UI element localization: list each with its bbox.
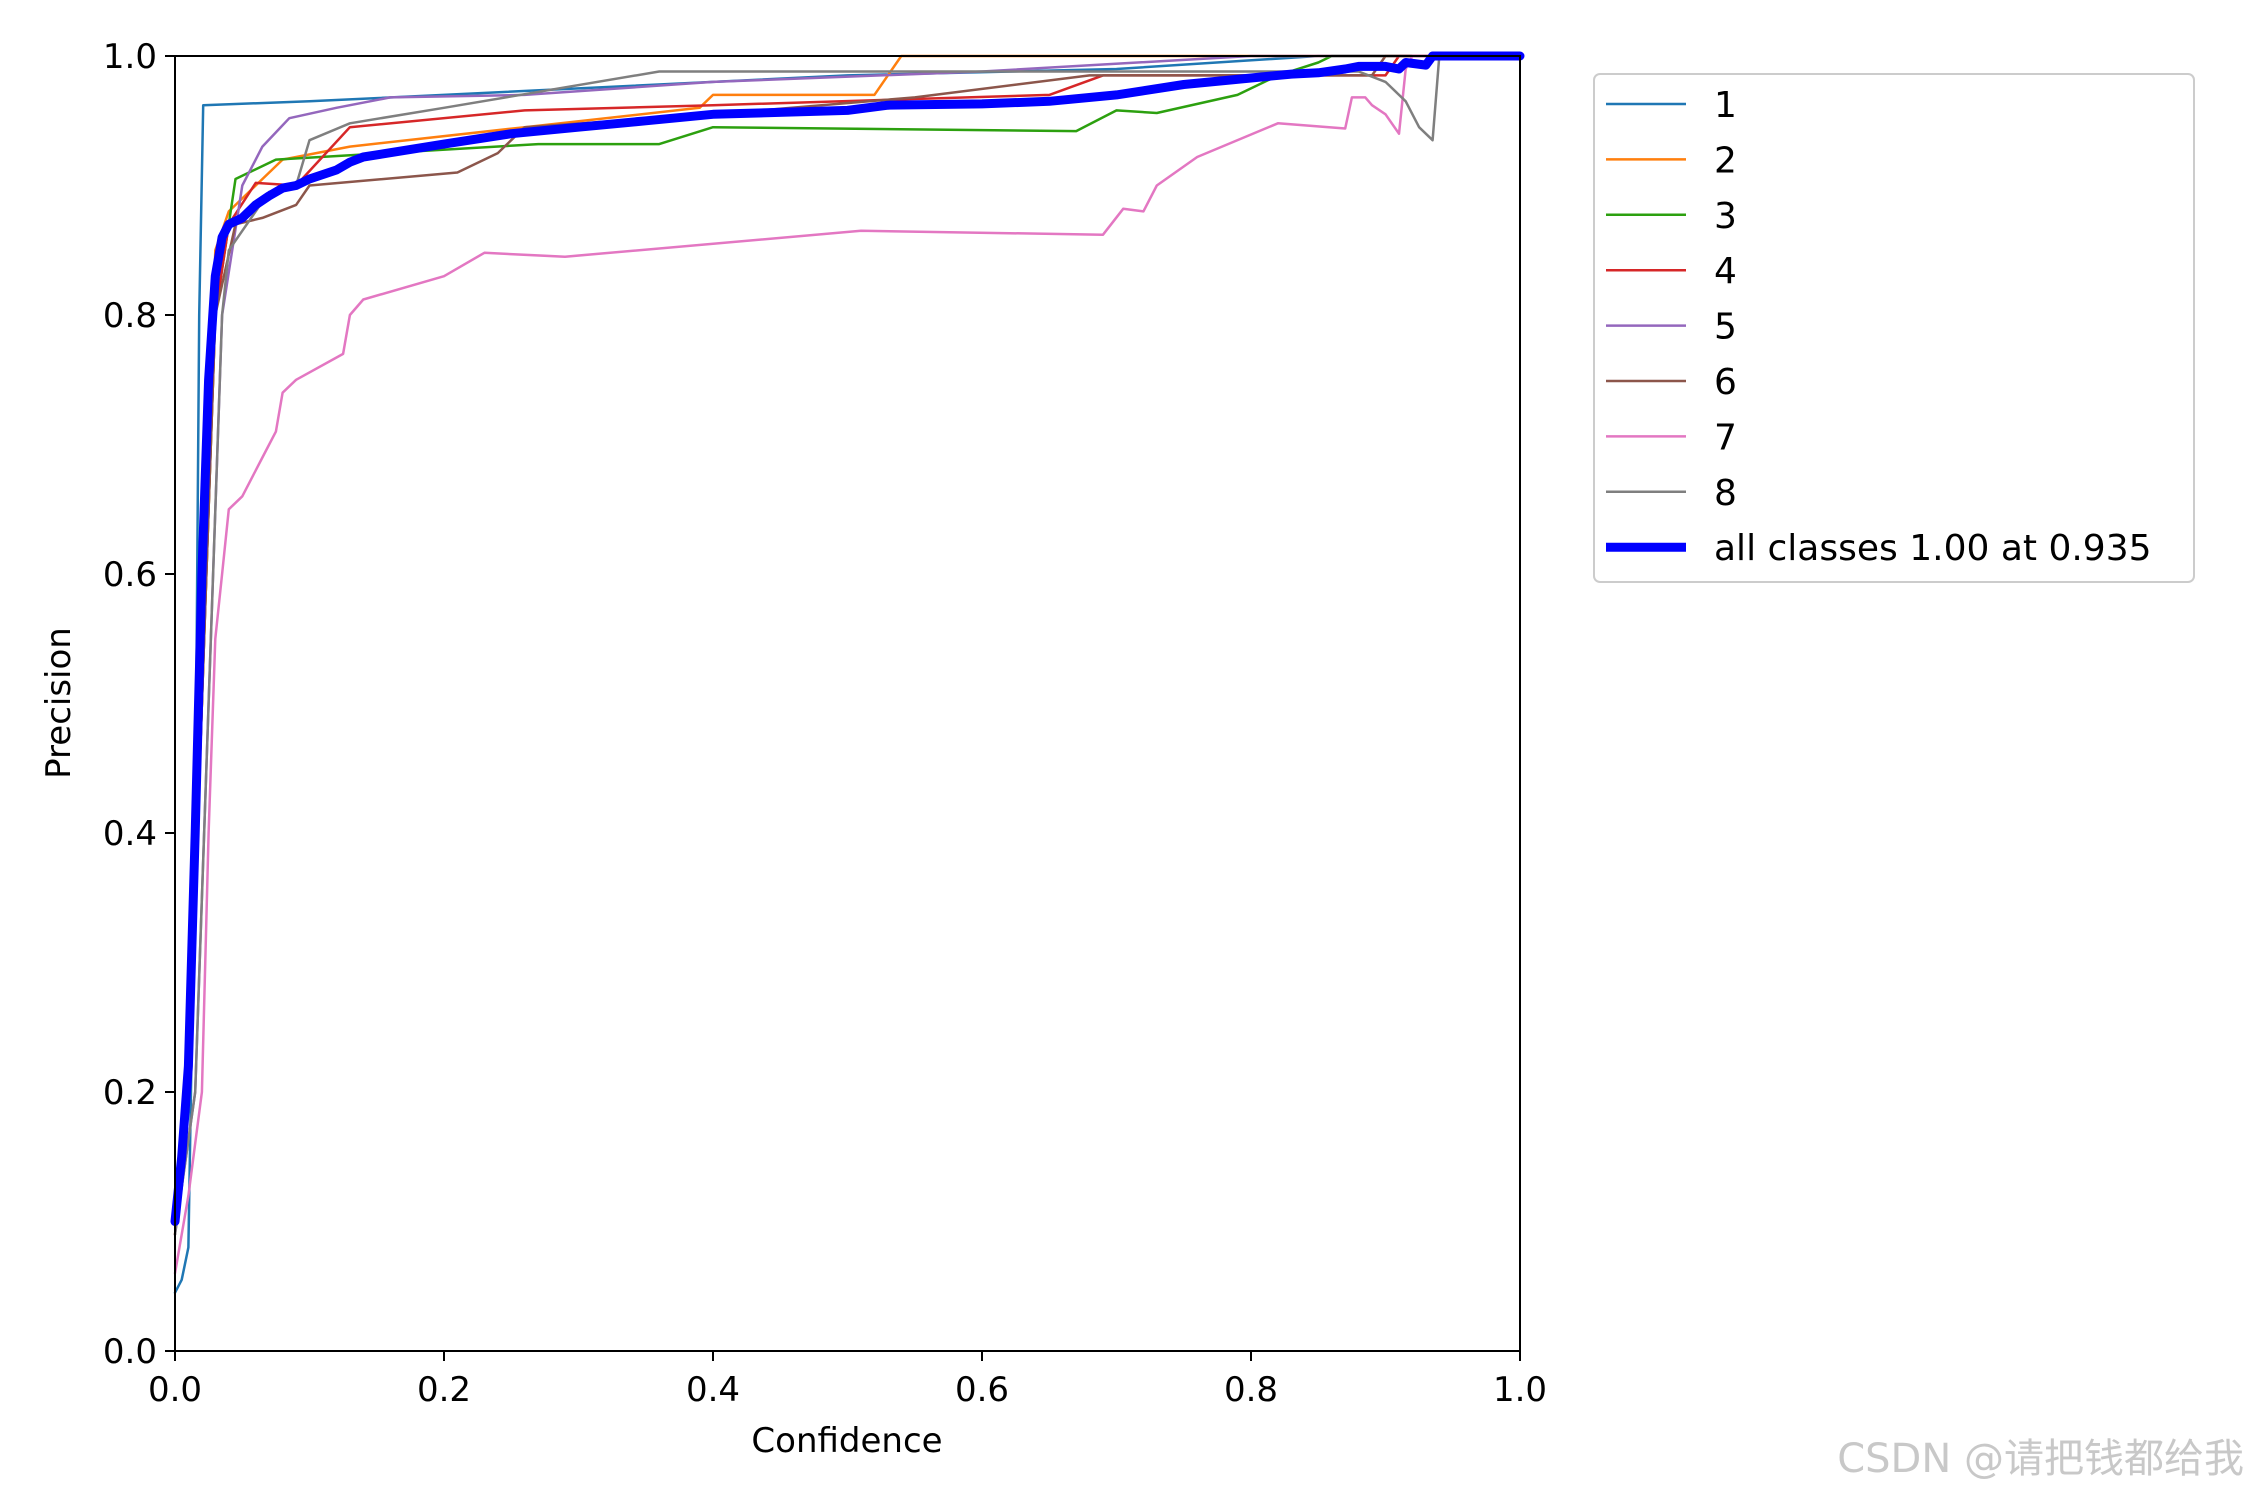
legend-label-5: 5 — [1714, 307, 1737, 348]
y-tick-label: 0.8 — [103, 296, 157, 336]
plot-frame — [174, 55, 1521, 1352]
series-line-1 — [173, 54, 1522, 1294]
y-tick-label: 0.6 — [103, 555, 157, 595]
series-line-8 — [173, 54, 1522, 1236]
legend-label-8: 8 — [1714, 473, 1737, 514]
x-tick-label: 1.0 — [1493, 1370, 1547, 1410]
x-tick-label: 0.2 — [417, 1370, 471, 1410]
series-line-7 — [173, 54, 1522, 1275]
x-axis-label: Confidence — [751, 1421, 942, 1461]
legend-label-3: 3 — [1714, 196, 1737, 237]
y-tick-label: 0.4 — [103, 814, 157, 854]
y-axis-label: Precision — [39, 627, 79, 779]
plot-lines — [170, 51, 1525, 1294]
legend-label-7: 7 — [1714, 417, 1737, 458]
legend: 1 2 3 4 5 6 7 8 all classes 1.00 at 0.935 — [1593, 73, 2195, 583]
legend-label-6: 6 — [1714, 362, 1737, 403]
watermark-text: CSDN @请把钱都给我 — [1837, 1436, 2244, 1482]
x-tick-label: 0.8 — [1224, 1370, 1278, 1410]
x-tick-label: 0.4 — [686, 1370, 740, 1410]
series-line-9 — [170, 51, 1525, 1226]
x-axis-ticks: 0.0 0.2 0.4 0.6 0.8 1.0 — [148, 1351, 1547, 1410]
legend-label-9: all classes 1.00 at 0.935 — [1714, 528, 2152, 569]
legend-frame — [1593, 73, 2195, 583]
legend-label-2: 2 — [1714, 140, 1737, 181]
x-tick-label: 0.6 — [955, 1370, 1009, 1410]
y-axis-ticks: 0.0 0.2 0.4 0.6 0.8 1.0 — [103, 37, 175, 1372]
y-tick-label: 0.2 — [103, 1073, 157, 1113]
legend-label-1: 1 — [1714, 85, 1737, 126]
x-tick-label: 0.0 — [148, 1370, 202, 1410]
y-tick-label: 0.0 — [103, 1332, 157, 1372]
y-tick-label: 1.0 — [103, 37, 157, 77]
legend-label-4: 4 — [1714, 251, 1737, 292]
